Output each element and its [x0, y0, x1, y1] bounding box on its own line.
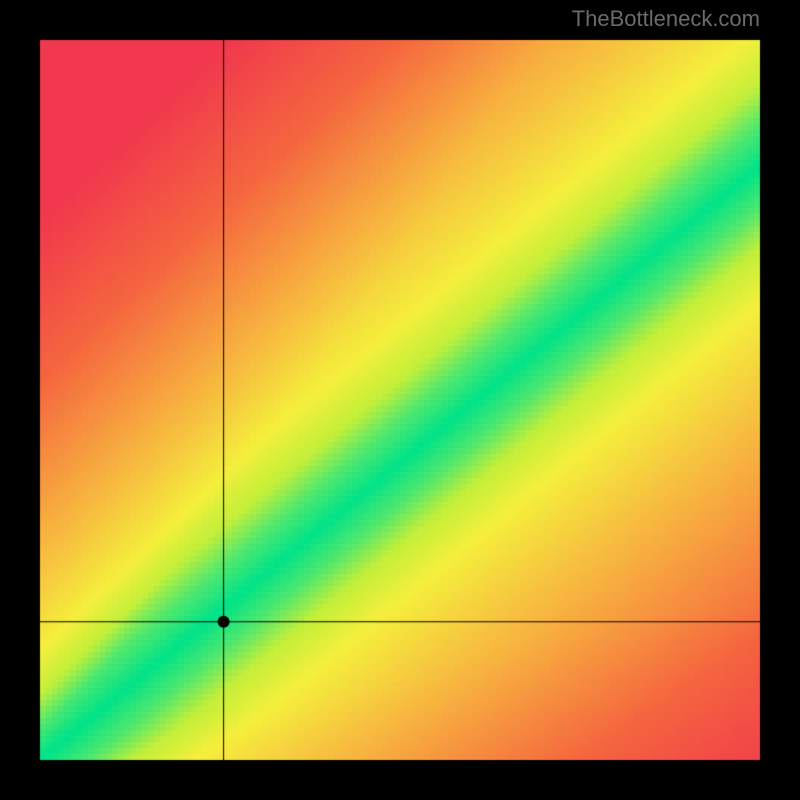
watermark-text: TheBottleneck.com — [572, 6, 760, 32]
bottleneck-heatmap — [0, 0, 800, 800]
chart-container: TheBottleneck.com — [0, 0, 800, 800]
